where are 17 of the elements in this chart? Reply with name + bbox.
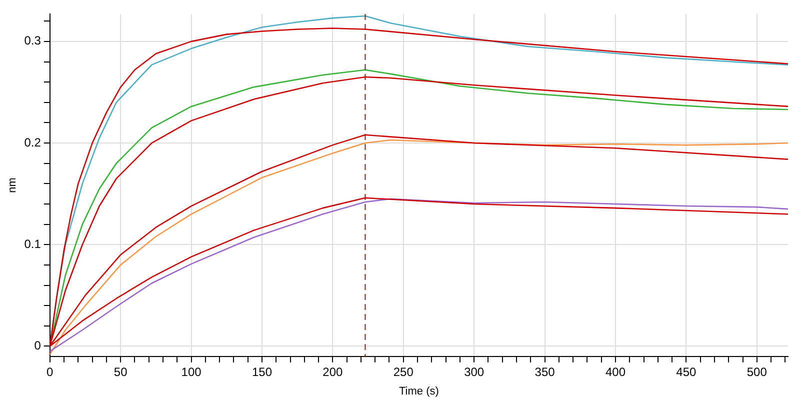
y-axis-title: nm: [6, 178, 19, 193]
x-tick-label: 450: [676, 364, 697, 379]
x-tick-label: 200: [322, 364, 344, 379]
y-tick-label: 0.2: [24, 135, 42, 150]
x-tick-label: 300: [464, 364, 484, 379]
x-tick-label: 0: [46, 364, 54, 379]
x-tick-label: 50: [114, 364, 128, 379]
x-tick-label: 250: [393, 364, 414, 379]
y-tick-label: 0.1: [24, 236, 42, 251]
x-tick-label: 400: [605, 364, 626, 379]
y-tick-label: 0: [34, 338, 42, 353]
x-tick-label: 350: [534, 364, 556, 379]
x-tick-label: 500: [746, 364, 768, 379]
x-axis-title: Time (s): [398, 385, 439, 398]
x-tick-label: 100: [181, 364, 202, 379]
x-tick-label: 150: [252, 364, 272, 379]
y-tick-label: 0.3: [24, 34, 42, 48]
